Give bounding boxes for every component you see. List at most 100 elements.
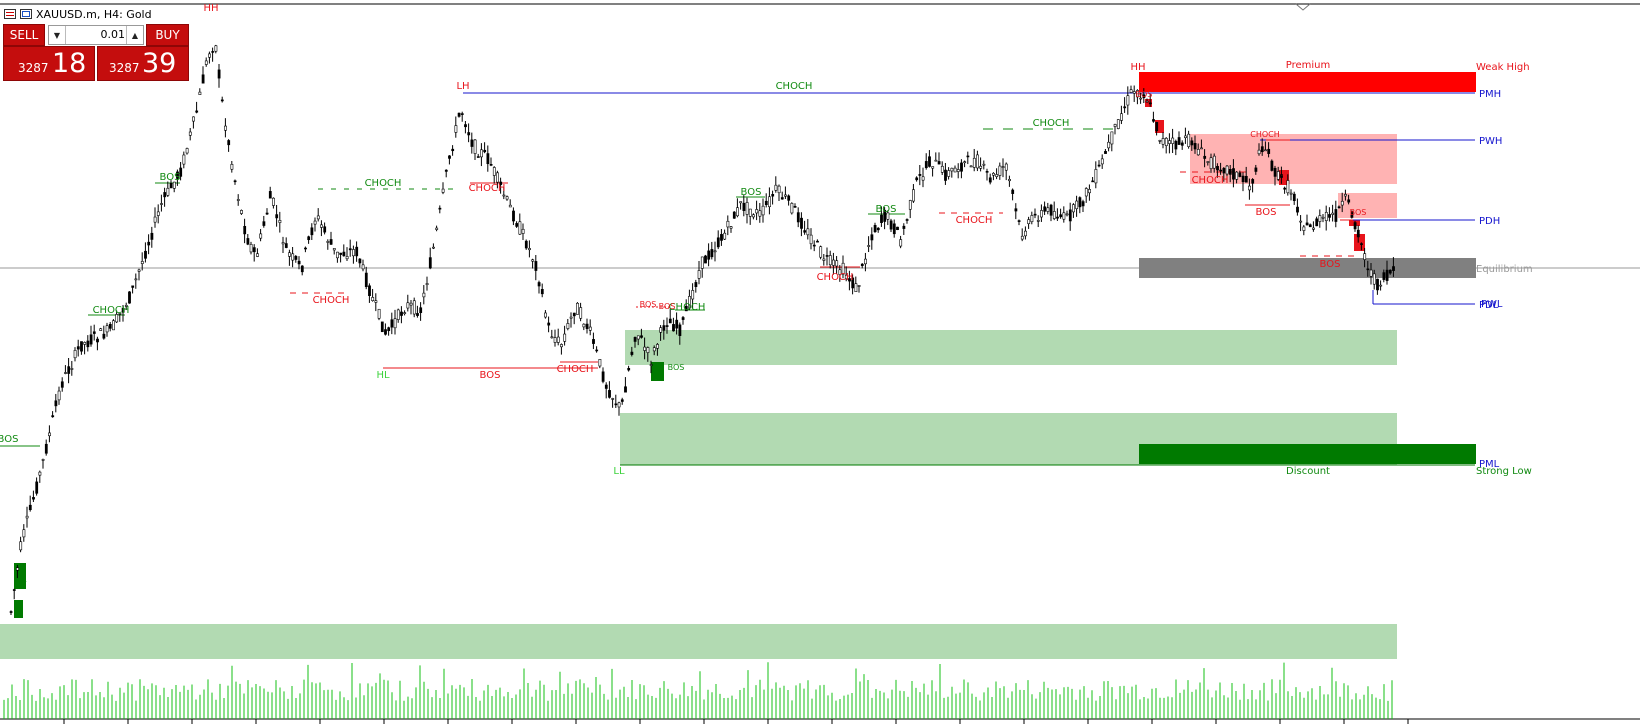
candle [1161,138,1165,145]
candle [1142,94,1146,99]
structure-label: CHOCH [469,183,506,194]
candle [656,344,659,349]
chart-shift-marker-icon[interactable] [1295,3,1311,11]
order-block [1155,120,1164,133]
candle [400,311,403,316]
buy-price-prefix: 3287 [109,61,140,75]
candle [691,290,695,300]
candle [1296,206,1299,213]
candle [822,258,826,261]
candle [1008,179,1011,182]
candle [796,212,800,223]
structure-label: BOS [1350,208,1367,217]
buy-price-button[interactable]: 3287 39 [97,46,189,81]
candle [300,265,304,273]
sell-button[interactable]: SELL [3,24,45,46]
structure-label: BOS [1256,207,1277,218]
candle [1270,160,1274,171]
candle [240,210,243,214]
chart-list-icon[interactable] [4,9,16,19]
candle [1302,226,1306,231]
candle [777,185,781,194]
candle [1209,157,1213,169]
candle [1283,187,1287,190]
candle [512,210,515,222]
candle [1392,266,1395,271]
candle [92,331,96,334]
candle [371,297,375,301]
candle [272,197,275,206]
candle [262,221,266,226]
candle [1116,119,1120,129]
candle [246,238,250,245]
buy-button[interactable]: BUY [146,24,189,46]
candle [217,69,221,79]
candle [1308,224,1312,228]
candle [291,253,295,261]
candle [748,208,752,217]
candle [659,327,663,333]
candle [784,194,787,197]
candle [428,257,432,269]
candle [598,359,602,367]
candle [611,398,615,400]
equilibrium-label: Equilibrium [1476,264,1533,275]
candle [256,253,259,257]
pwl-label: PWL [1481,299,1503,310]
candle [518,221,522,235]
candle [537,282,541,287]
candle [233,180,237,183]
candle [883,209,887,222]
chart-window-icon[interactable] [20,9,32,19]
candle [112,320,115,331]
candle [345,256,349,260]
candle [707,250,711,260]
candle [1075,200,1079,210]
pwh-label: PWH [1479,136,1502,147]
sell-price-button[interactable]: 3287 18 [3,46,95,81]
candle [208,53,211,58]
candle [774,184,778,191]
candle [860,263,864,266]
candle [636,335,640,340]
candle [182,154,186,165]
candle [684,305,688,312]
candle [841,262,845,275]
candle [128,291,131,304]
candle [1385,269,1389,281]
candle [937,161,941,165]
candle [768,196,771,208]
candle [921,176,925,181]
candle [1126,95,1130,106]
lot-size-stepper[interactable]: ▼ 0.01 ▲ [48,25,144,45]
candle [793,206,797,208]
lot-size-value[interactable]: 0.01 [100,28,126,41]
candle [1152,119,1155,122]
candle [166,187,170,196]
candle [646,347,650,353]
candle [1091,180,1095,183]
candle [1187,133,1191,147]
candle [704,255,707,264]
candle [867,245,871,247]
structure-label: BOS [640,300,657,309]
candle [668,318,672,324]
candle [572,312,576,317]
candle [80,341,83,352]
strong-low-label: Strong Low [1476,466,1532,477]
candle [1260,146,1264,153]
candle [880,214,883,223]
candle [950,167,954,172]
structure-label: BOS [1320,259,1341,270]
lot-increase-icon[interactable]: ▲ [126,26,143,44]
candle [96,338,99,343]
candle [38,471,42,476]
candle [1292,193,1296,201]
lot-decrease-icon[interactable]: ▼ [49,26,66,44]
candle [928,156,931,167]
candle [825,255,829,257]
equilibrium-zone [1139,258,1476,278]
candle [956,169,960,172]
candle [230,164,234,170]
